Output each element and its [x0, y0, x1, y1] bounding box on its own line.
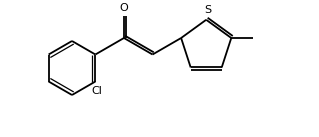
Text: S: S	[204, 5, 212, 15]
Text: Cl: Cl	[91, 86, 102, 96]
Text: O: O	[120, 3, 128, 13]
